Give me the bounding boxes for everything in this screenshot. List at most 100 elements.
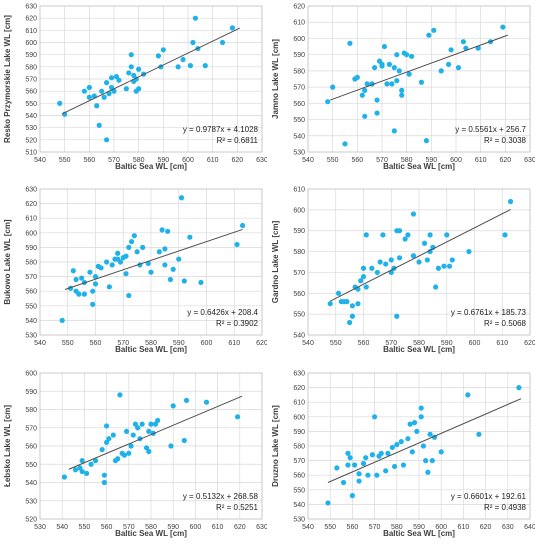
- y-tick-label: 580: [25, 407, 37, 414]
- y-tick-label: 570: [25, 274, 37, 281]
- data-point: [239, 222, 246, 229]
- x-tick-label: 600: [190, 524, 202, 531]
- x-tick-label: 570: [108, 157, 120, 164]
- data-point: [381, 43, 388, 50]
- x-tick-label: 580: [145, 524, 157, 531]
- data-point: [131, 72, 137, 78]
- x-tick-label: 540: [302, 157, 314, 164]
- x-tick-label: 590: [173, 340, 185, 347]
- tick-labels: 540 550 560 570 580 590 600 610 620 630 510 520 530 5…: [25, 4, 267, 165]
- data-point: [355, 301, 361, 307]
- data-point: [418, 405, 424, 411]
- data-point: [358, 278, 364, 284]
- y-tick-label: 560: [25, 444, 37, 451]
- y-tick-label: 630: [25, 4, 37, 11]
- x-tick-label: 630: [502, 524, 514, 531]
- y-tick-label: 530: [293, 150, 305, 157]
- plot-frame: [307, 5, 531, 153]
- x-tick-label: 630: [256, 157, 267, 164]
- data-point: [441, 263, 447, 269]
- data-point: [433, 284, 439, 290]
- x-tick-label: 560: [347, 524, 359, 531]
- data-point: [407, 421, 413, 427]
- scatter-panel-4: 540 550 560 570 580 590 600 610 620 540 550 560 570 5…: [268, 183, 535, 366]
- data-point: [362, 113, 368, 119]
- data-point: [86, 94, 92, 100]
- data-point: [466, 248, 472, 255]
- trend-line: [61, 27, 241, 115]
- x-tick-label: 620: [499, 157, 511, 164]
- data-point: [349, 313, 355, 319]
- y-axis-title: Jamno Lake WL [cm]: [271, 39, 280, 119]
- data-point: [409, 53, 415, 59]
- data-point: [128, 238, 135, 245]
- y-axis-title: Bukowo Lake WL [cm]: [3, 219, 12, 305]
- x-tick-label: 550: [62, 340, 74, 347]
- data-point: [92, 458, 99, 464]
- data-point: [70, 268, 76, 274]
- x-tick-label: 580: [413, 340, 425, 347]
- data-point: [396, 228, 403, 234]
- data-point: [79, 458, 85, 464]
- data-point: [347, 455, 353, 461]
- data-point: [155, 417, 161, 424]
- scatter-chart: 540 550 560 570 580 590 600 610 620 630 6405305405…: [271, 371, 535, 539]
- r-squared-label: R² = 0.3902: [216, 319, 259, 328]
- data-point: [360, 265, 367, 271]
- regression-equation: y = 0.5132x + 268.58: [183, 492, 259, 501]
- data-point: [380, 232, 386, 238]
- data-point: [398, 439, 404, 445]
- data-point: [126, 450, 132, 456]
- data-points: [325, 385, 522, 506]
- data-point: [81, 88, 87, 94]
- data-point: [106, 436, 112, 442]
- data-point: [181, 278, 187, 284]
- data-point: [435, 265, 442, 271]
- y-tick-label: 550: [25, 101, 37, 108]
- data-point: [128, 52, 134, 58]
- data-point: [449, 257, 455, 263]
- data-point: [405, 232, 411, 238]
- regression-equation: y = 0.9787x + 4.1028: [183, 125, 259, 134]
- data-point: [84, 470, 90, 476]
- y-tick-label: 570: [25, 77, 37, 84]
- trend-line: [329, 209, 511, 302]
- data-point: [115, 250, 121, 256]
- y-tick-label: 620: [293, 4, 305, 11]
- data-points: [325, 24, 506, 147]
- data-points: [59, 195, 246, 323]
- data-point: [104, 80, 110, 86]
- y-tick-label: 630: [25, 187, 37, 194]
- r-squared-label: R² = 0.3038: [484, 136, 527, 145]
- data-point: [234, 241, 240, 248]
- x-tick-label: 560: [90, 340, 102, 347]
- y-tick-label: 550: [25, 462, 37, 469]
- data-point: [444, 232, 450, 238]
- data-point: [198, 279, 204, 286]
- scatter-chart: 540 550 560 570 580 590 600 610 620 540 550 560 570 5…: [271, 187, 535, 355]
- data-point: [377, 259, 383, 265]
- data-point: [360, 460, 367, 467]
- data-point: [59, 317, 65, 323]
- data-point: [110, 432, 116, 438]
- x-tick-label: 610: [475, 157, 487, 164]
- y-tick-label: 560: [293, 291, 305, 298]
- data-point: [96, 122, 102, 128]
- data-point: [99, 88, 105, 94]
- data-point: [500, 24, 506, 30]
- y-tick-label: 580: [25, 64, 37, 71]
- data-point: [86, 84, 92, 91]
- data-point: [388, 257, 394, 263]
- data-point: [369, 452, 375, 458]
- data-point: [418, 414, 424, 420]
- data-point: [363, 232, 369, 238]
- data-point: [342, 141, 348, 147]
- x-tick-label: 580: [145, 340, 157, 347]
- y-tick-label: 540: [25, 318, 37, 325]
- y-tick-label: 560: [293, 473, 305, 480]
- data-point: [168, 443, 174, 449]
- data-point: [126, 70, 132, 76]
- y-tick-label: 550: [293, 487, 305, 494]
- x-tick-label: 620: [231, 157, 243, 164]
- r-squared-label: R² = 0.5251: [216, 503, 259, 512]
